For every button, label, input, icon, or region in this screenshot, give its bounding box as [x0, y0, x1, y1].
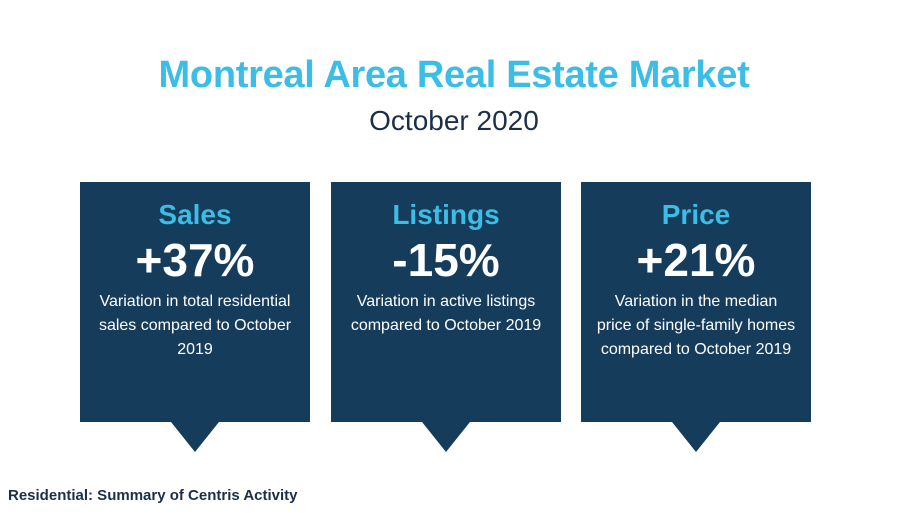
listings-description: Variation in active listings compared to…	[350, 293, 542, 334]
sales-description: Variation in total residential sales com…	[98, 293, 292, 358]
listings-label: Listings	[392, 199, 500, 230]
sales-card: Sales +37% Variation in total residentia…	[80, 182, 310, 452]
listings-value: -15%	[392, 234, 500, 286]
page-subtitle: October 2020	[369, 105, 539, 136]
listings-card-pointer	[422, 422, 470, 452]
listings-card: Listings -15% Variation in active listin…	[331, 182, 561, 452]
price-card-pointer	[672, 422, 720, 452]
sales-card-pointer	[171, 422, 219, 452]
price-value: +21%	[636, 234, 756, 286]
price-description: Variation in the median price of single-…	[596, 293, 796, 358]
footer-caption: Residential: Summary of Centris Activity	[8, 487, 298, 504]
price-card: Price +21% Variation in the median price…	[581, 182, 811, 452]
sales-label: Sales	[158, 199, 232, 230]
price-label: Price	[661, 199, 731, 230]
page-title: Montreal Area Real Estate Market	[158, 54, 750, 96]
sales-value: +37%	[135, 234, 255, 286]
